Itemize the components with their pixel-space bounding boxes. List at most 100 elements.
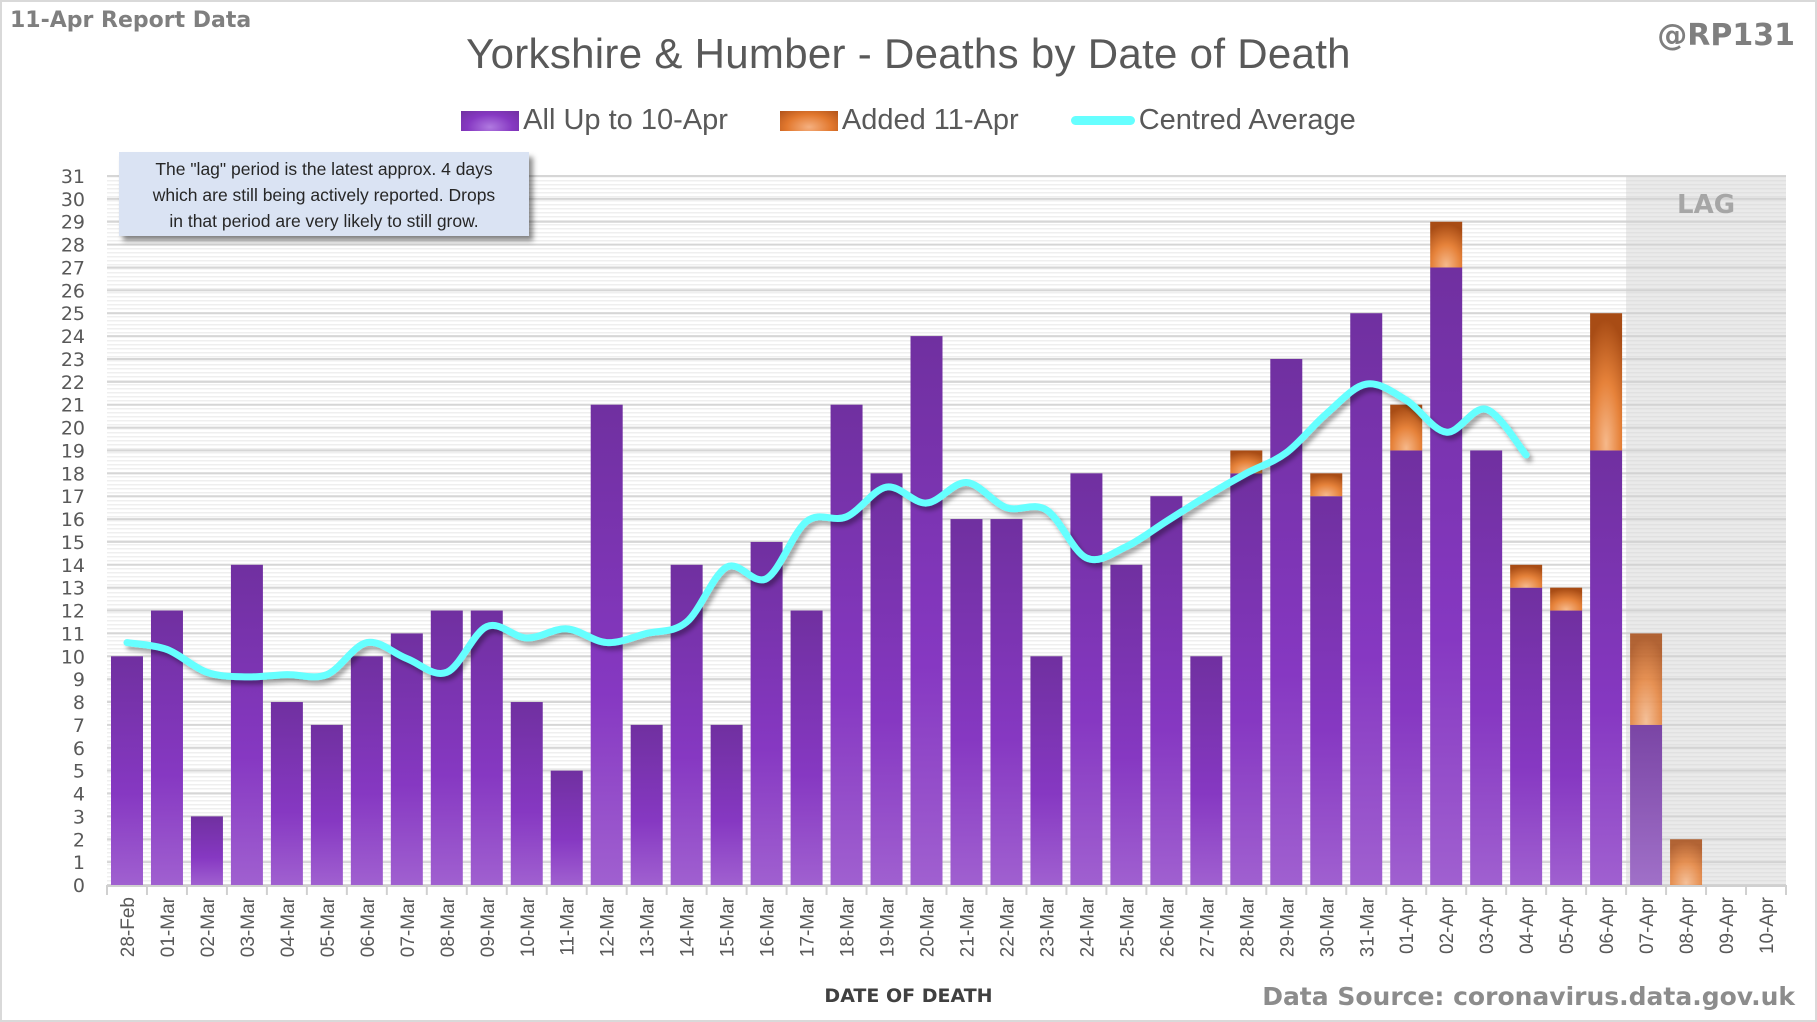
bar-all-up-to-13-Mar — [630, 724, 663, 885]
y-tick-label: 30 — [61, 189, 85, 211]
y-tick-label: 16 — [61, 509, 85, 531]
chart-legend: All Up to 10-Apr Added 11-Apr Centred Av… — [0, 104, 1817, 137]
report-date-label: 11-Apr Report Data — [10, 8, 252, 33]
lag-note-box: The "lag" period is the latest approx. 4… — [119, 152, 529, 236]
x-tick-label: 26-Mar — [1157, 896, 1178, 957]
x-tick-label: 10-Mar — [518, 896, 539, 957]
bar-all-up-to-19-Mar — [870, 473, 903, 885]
bar-all-up-to-11-Mar — [550, 770, 583, 885]
bar-added-07-Apr — [1630, 633, 1663, 725]
x-tick-label: 09-Apr — [1717, 896, 1738, 954]
bar-all-up-to-23-Mar — [1030, 656, 1063, 885]
legend-swatch-line — [1070, 116, 1135, 125]
y-tick-label: 11 — [61, 623, 85, 645]
bar-all-up-to-18-Mar — [830, 404, 863, 885]
x-tick-label: 07-Apr — [1637, 896, 1658, 954]
x-tick-label: 16-Mar — [758, 896, 779, 957]
x-tick-label: 28-Feb — [118, 897, 139, 957]
x-tick-label: 11-Mar — [558, 896, 579, 955]
y-tick-label: 26 — [61, 280, 85, 302]
bar-all-up-to-29-Mar — [1270, 358, 1303, 885]
bar-all-up-to-06-Apr — [1590, 450, 1623, 885]
legend-item-centred-average: Centred Average — [1070, 104, 1356, 137]
x-tick-label: 19-Mar — [878, 896, 899, 957]
note-line: which are still being actively reported.… — [152, 185, 496, 205]
bar-all-up-to-27-Mar — [1190, 656, 1223, 885]
legend-item-all-up-to: All Up to 10-Apr — [461, 104, 728, 137]
bar-all-up-to-28-Feb — [110, 656, 143, 885]
y-tick-label: 9 — [73, 669, 85, 691]
centred-average-line — [123, 380, 1530, 681]
legend-item-added: Added 11-Apr — [779, 104, 1019, 137]
y-tick-label: 17 — [61, 486, 85, 508]
x-tick-label: 07-Mar — [398, 896, 419, 957]
legend-label: Added 11-Apr — [841, 104, 1019, 136]
note-line: in that period are very likely to still … — [169, 211, 479, 231]
bar-all-up-to-21-Mar — [950, 519, 983, 885]
y-tick-label: 24 — [61, 326, 85, 348]
y-tick-label: 31 — [61, 166, 85, 188]
bar-added-05-Apr — [1550, 587, 1583, 611]
bar-all-up-to-04-Apr — [1510, 587, 1543, 885]
bar-all-up-to-03-Mar — [230, 564, 263, 885]
y-tick-label: 0 — [73, 875, 85, 897]
bar-all-up-to-07-Mar — [390, 633, 423, 885]
x-tick-label: 09-Mar — [478, 896, 499, 957]
x-tick-label: 31-Mar — [1357, 896, 1378, 957]
chart-title: Yorkshire & Humber - Deaths by Date of D… — [466, 30, 1351, 77]
bar-all-up-to-05-Apr — [1550, 610, 1583, 885]
x-tick-label: 22-Mar — [997, 896, 1018, 957]
x-tick-label: 23-Mar — [1037, 896, 1058, 957]
x-axis-title-text: DATE OF DEATH — [824, 985, 993, 1007]
y-tick-label: 4 — [73, 784, 85, 806]
bar-all-up-to-04-Mar — [270, 702, 303, 885]
bar-all-up-to-02-Apr — [1430, 267, 1463, 885]
y-tick-label: 29 — [61, 212, 85, 234]
bar-all-up-to-22-Mar — [990, 519, 1023, 885]
bar-all-up-to-02-Mar — [190, 816, 223, 885]
y-tick-label: 8 — [73, 692, 85, 714]
y-tick-label: 12 — [61, 601, 85, 623]
bar-all-up-to-16-Mar — [750, 541, 783, 885]
x-tick-label: 24-Mar — [1077, 896, 1098, 957]
x-tick-label: 18-Mar — [838, 896, 859, 957]
x-tick-label: 20-Mar — [918, 896, 939, 957]
x-tick-label: 08-Mar — [438, 896, 459, 957]
bar-all-up-to-08-Mar — [430, 610, 463, 885]
bar-all-up-to-15-Mar — [710, 724, 743, 885]
legend-swatch-orange — [779, 110, 838, 131]
author-handle: @RP131 — [1657, 18, 1795, 53]
y-tick-label: 22 — [61, 372, 85, 394]
y-tick-label: 3 — [73, 806, 85, 828]
legend-swatch-purple — [461, 110, 520, 131]
lag-label: LAG — [1677, 190, 1735, 220]
x-tick-label: 21-Mar — [957, 896, 978, 957]
x-tick-label: 17-Mar — [798, 896, 819, 957]
bar-all-up-to-17-Mar — [790, 610, 823, 885]
y-tick-label: 21 — [61, 395, 85, 417]
bar-all-up-to-01-Apr — [1390, 450, 1423, 885]
bar-added-06-Apr — [1590, 313, 1623, 451]
y-tick-label: 1 — [73, 852, 85, 874]
x-tick-label: 28-Mar — [1237, 896, 1258, 957]
bar-all-up-to-06-Mar — [350, 656, 383, 885]
x-tick-label: 13-Mar — [638, 896, 659, 957]
y-tick-label: 27 — [61, 257, 85, 279]
y-tick-label: 20 — [61, 418, 85, 440]
note-line: The "lag" period is the latest approx. 4… — [155, 159, 493, 179]
x-tick-label: 02-Mar — [198, 896, 219, 957]
bar-all-up-to-25-Mar — [1110, 564, 1143, 885]
x-tick-label: 06-Apr — [1597, 896, 1618, 954]
bar-all-up-to-05-Mar — [310, 724, 343, 885]
y-tick-label: 10 — [61, 646, 85, 668]
data-source: Data Source: coronavirus.data.gov.uk — [1262, 982, 1795, 1011]
x-tick-label: 10-Apr — [1757, 896, 1778, 954]
x-tick-label: 15-Mar — [718, 896, 739, 957]
x-tick-label: 03-Apr — [1477, 896, 1498, 954]
x-tick-label: 01-Apr — [1397, 896, 1418, 954]
x-tick-label: 14-Mar — [678, 896, 699, 957]
x-tick-label: 29-Mar — [1277, 896, 1298, 957]
x-axis-title: DATE OF DEATH — [0, 985, 1817, 1007]
y-tick-label: 6 — [73, 738, 85, 760]
